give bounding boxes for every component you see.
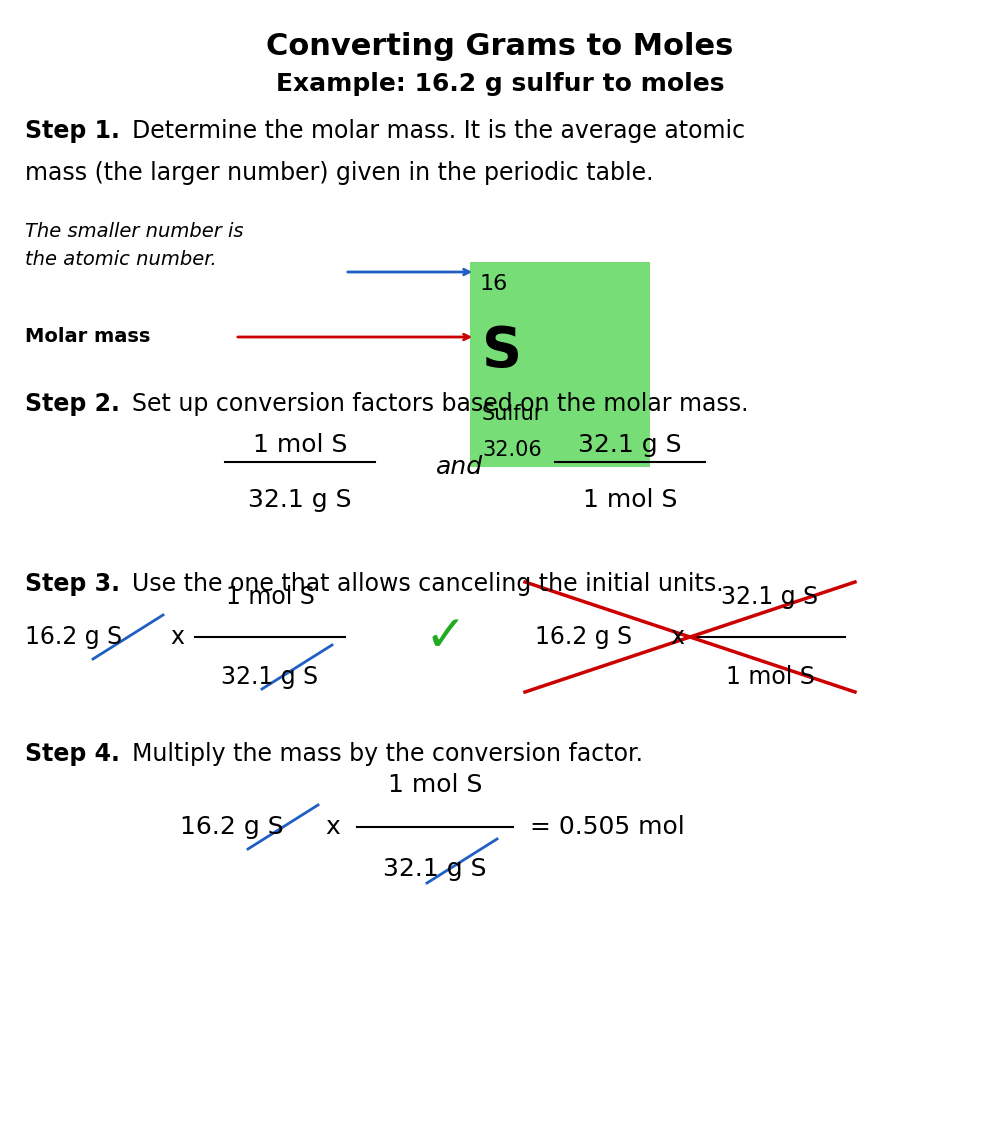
Text: Molar mass: Molar mass <box>25 327 150 346</box>
Text: 32.1 g S: 32.1 g S <box>383 857 487 881</box>
Text: Set up conversion factors based on the molar mass.: Set up conversion factors based on the m… <box>132 392 748 416</box>
Text: 32.1 g S: 32.1 g S <box>221 665 319 689</box>
Text: Example: 16.2 g sulfur to moles: Example: 16.2 g sulfur to moles <box>276 72 724 96</box>
Text: Use the one that allows canceling the initial units.: Use the one that allows canceling the in… <box>132 572 724 596</box>
Text: S: S <box>482 324 522 377</box>
Text: 1 mol S: 1 mol S <box>388 773 482 797</box>
Text: Multiply the mass by the conversion factor.: Multiply the mass by the conversion fact… <box>132 742 643 766</box>
Text: 16.2 g S: 16.2 g S <box>535 625 632 649</box>
Text: Converting Grams to Moles: Converting Grams to Moles <box>266 32 734 61</box>
Text: x: x <box>325 815 340 839</box>
Text: 16.2 g S: 16.2 g S <box>180 815 284 839</box>
Text: and: and <box>436 455 484 479</box>
Text: The smaller number is
the atomic number.: The smaller number is the atomic number. <box>25 222 244 269</box>
Text: 1 mol S: 1 mol S <box>726 665 814 689</box>
Text: ✓: ✓ <box>425 613 467 661</box>
Text: mass (the larger number) given in the periodic table.: mass (the larger number) given in the pe… <box>25 161 654 185</box>
Text: Step 3.: Step 3. <box>25 572 120 596</box>
Text: Step 4.: Step 4. <box>25 742 120 766</box>
Text: x: x <box>670 625 684 649</box>
Text: 32.1 g S: 32.1 g S <box>248 488 352 512</box>
Text: 32.1 g S: 32.1 g S <box>578 433 682 457</box>
Text: 32.1 g S: 32.1 g S <box>721 586 819 609</box>
Text: 1 mol S: 1 mol S <box>583 488 677 512</box>
Text: 16: 16 <box>480 274 508 294</box>
Text: 16.2 g S: 16.2 g S <box>25 625 122 649</box>
Text: 1 mol S: 1 mol S <box>253 433 347 457</box>
Text: Sulfur: Sulfur <box>482 404 543 424</box>
FancyBboxPatch shape <box>470 262 650 467</box>
Text: 1 mol S: 1 mol S <box>226 586 314 609</box>
Text: Determine the molar mass. It is the average atomic: Determine the molar mass. It is the aver… <box>132 119 745 143</box>
Text: x: x <box>170 625 184 649</box>
Text: Step 2.: Step 2. <box>25 392 120 416</box>
Text: 32.06: 32.06 <box>482 440 542 460</box>
Text: Step 1.: Step 1. <box>25 119 120 143</box>
Text: = 0.505 mol: = 0.505 mol <box>530 815 685 839</box>
